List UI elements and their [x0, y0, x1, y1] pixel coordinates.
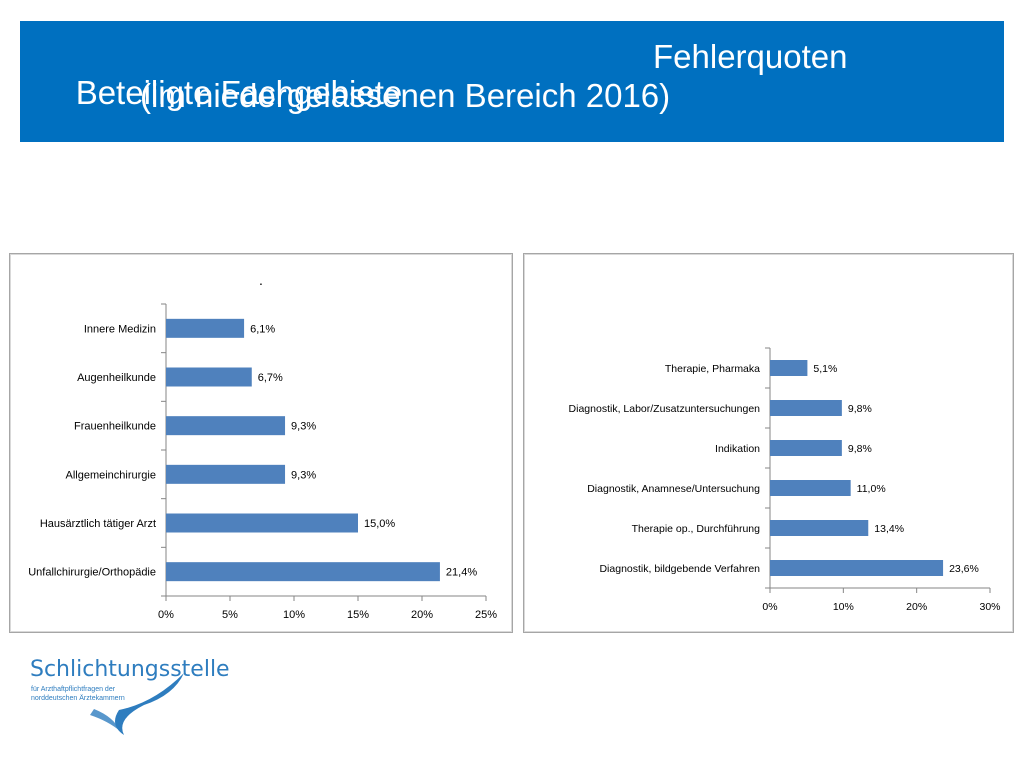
logo-subtitle-1: für Arzthaftpflichtfragen der: [31, 686, 116, 693]
category-label: Therapie, Pharmaka: [665, 363, 760, 375]
data-label: 21,4%: [446, 567, 477, 579]
category-label: Augenheilkunde: [77, 372, 156, 384]
title-left: Beteiligte Fachgebiete: [75, 74, 403, 111]
category-label: Diagnostik, bildgebende Verfahren: [599, 563, 760, 575]
category-label: Diagnostik, Labor/Zusatzuntersuchungen: [569, 403, 761, 415]
x-tick-label: 25%: [475, 609, 497, 621]
data-label: 15,0%: [364, 518, 395, 530]
x-tick-label: 20%: [906, 601, 927, 613]
data-label: 23,6%: [949, 563, 979, 575]
x-tick-label: 10%: [283, 609, 305, 621]
schlichtungsstelle-logo: Schlichtungsstelle für Arzthaftpflichtfr…: [24, 655, 230, 735]
title-line-2: (im niedergelassenen Bereich 2016): [140, 77, 671, 114]
data-label: 9,8%: [848, 443, 872, 455]
x-tick-label: 10%: [833, 601, 854, 613]
category-label: Indikation: [715, 443, 760, 455]
x-tick-label: 0%: [762, 601, 777, 613]
data-label: 13,4%: [874, 523, 904, 535]
category-label: Therapie op., Durchführung: [632, 523, 761, 535]
x-tick-label: 0%: [158, 609, 174, 621]
x-tick-label: 5%: [222, 609, 238, 621]
title-line-1: Beteiligte Fachgebiete Fehlerquoten: [39, 39, 848, 183]
bar: [770, 560, 944, 576]
x-tick-label: 30%: [979, 601, 1000, 613]
category-label: Unfallchirurgie/Orthopädie: [28, 567, 156, 579]
data-label: 6,1%: [250, 323, 275, 335]
data-label: 6,7%: [258, 372, 283, 384]
chart-fachgebiete-svg: Innere Medizin 6,1% Augenheilkunde 6,7% Frau…: [28, 303, 497, 621]
chart-fehlerquoten-svg: Therapie, Pharmaka 5,1% Diagnostik, Labor/…: [569, 347, 1001, 613]
logo-swoosh-icon: [90, 673, 184, 735]
bar: [166, 464, 286, 484]
category-label: Diagnostik, Anamnese/Untersuchung: [587, 483, 760, 495]
logo-subtitle-2: norddeutschen Ärztekammern: [31, 695, 125, 702]
x-tick-label: 20%: [411, 609, 433, 621]
x-tick-label: 15%: [347, 609, 369, 621]
bar: [166, 367, 252, 387]
data-label: 9,3%: [291, 421, 316, 433]
bar: [166, 318, 245, 338]
stray-mark: .: [259, 272, 263, 288]
logo-name: Schlichtungsstelle: [30, 657, 230, 682]
data-label: 9,3%: [291, 469, 316, 481]
category-label: Frauenheilkunde: [74, 421, 156, 433]
category-label: Hausärztlich tätiger Arzt: [40, 518, 156, 530]
chart-fachgebiete: Innere Medizin 6,1% Augenheilkunde 6,7% Frau…: [9, 253, 513, 633]
category-label: Innere Medizin: [84, 323, 156, 335]
chart-fehlerquoten: Therapie, Pharmaka 5,1% Diagnostik, Labor/…: [523, 253, 1014, 633]
bar: [166, 513, 358, 533]
bar: [770, 360, 808, 376]
title-right: Fehlerquoten: [653, 38, 848, 75]
data-label: 9,8%: [848, 403, 872, 415]
title-banner: Beteiligte Fachgebiete Fehlerquoten (im …: [20, 21, 1004, 142]
bar: [770, 440, 842, 456]
bar: [166, 416, 286, 436]
bar: [770, 520, 869, 536]
data-label: 5,1%: [813, 363, 837, 375]
bar: [770, 400, 842, 416]
category-label: Allgemeinchirurgie: [66, 469, 157, 481]
bar: [166, 562, 440, 582]
data-label: 11,0%: [857, 483, 886, 495]
bar: [770, 480, 851, 496]
